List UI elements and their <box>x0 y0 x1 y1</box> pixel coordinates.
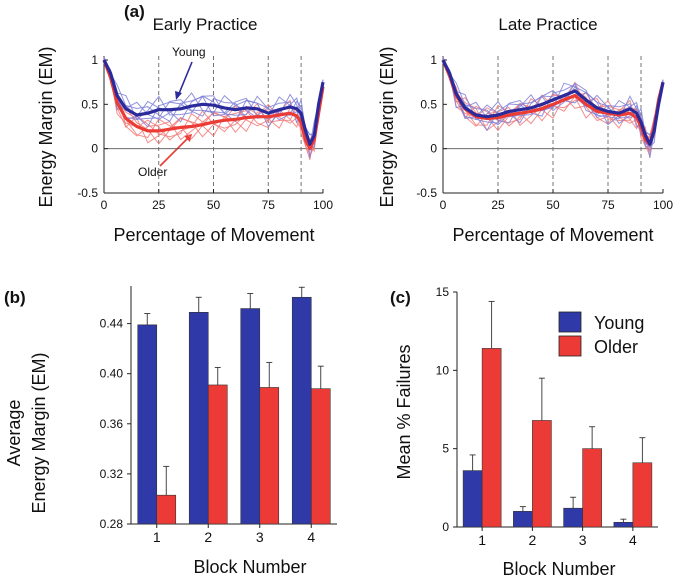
early-ytick-label: -0.5 <box>77 186 98 200</box>
late-young-mean-line <box>441 59 665 146</box>
early-ytick-label: 1 <box>91 53 98 67</box>
late-ytick-label: 0 <box>430 142 437 156</box>
avg_em-bar-young-1 <box>137 324 158 525</box>
panel-c-label: (c) <box>390 288 411 307</box>
failures-xtick-label: 4 <box>629 532 637 548</box>
early-xtick-label: 100 <box>313 198 333 212</box>
late-practice-chart: Late Practice Percentage of Movement Ene… <box>377 15 673 245</box>
early-xtick-label: 75 <box>262 198 276 212</box>
late-y-axis-label: Energy Margin (EM) <box>377 46 397 207</box>
early-young-arrow <box>177 61 193 97</box>
avg-em-x-axis-label: Block Number <box>193 557 306 577</box>
failures-xtick-label: 1 <box>478 532 486 548</box>
failures-ytick-label: 10 <box>436 363 450 377</box>
early-older-mean-line <box>102 59 325 151</box>
early-young-mean-line <box>102 59 325 146</box>
failures-bar-older-3 <box>582 448 602 528</box>
failures-bar-young-2 <box>513 511 533 528</box>
avg_em-ytick-label: 0.32 <box>100 467 124 481</box>
avg_em-ytick-label: 0.40 <box>100 367 124 381</box>
late-x-axis-label: Percentage of Movement <box>452 225 653 245</box>
legend-young-label: Young <box>594 313 644 333</box>
avg_em-bar-older-3 <box>259 387 280 525</box>
failures-xtick-label: 3 <box>579 532 587 548</box>
late-xtick-label: 50 <box>546 198 560 212</box>
avg_em-ytick-label: 0.36 <box>100 417 124 431</box>
early-y-axis-label: Energy Margin (EM) <box>36 46 56 207</box>
failures-x-axis-label: Block Number <box>502 559 615 579</box>
late-ytick-label: -0.5 <box>416 186 437 200</box>
failures-ytick-label: 0 <box>442 520 449 534</box>
early-practice-chart: Early Practice Percentage of Movement En… <box>36 15 333 245</box>
late-practice-title: Late Practice <box>498 15 597 34</box>
early-ytick-label: 0 <box>91 142 98 156</box>
avg-em-y-axis-label-line1: Average <box>4 400 24 467</box>
panel-b-label: (b) <box>4 288 26 307</box>
failures-bar-older-2 <box>532 420 552 528</box>
avg_em-ytick-label: 0.44 <box>100 317 124 331</box>
avg_em-bar-young-2 <box>188 312 209 525</box>
legend-older-swatch <box>558 335 582 357</box>
early-xtick-label: 50 <box>207 198 221 212</box>
failures-ytick-label: 15 <box>436 285 450 299</box>
avg-em-y-axis-label-line2: Energy Margin (EM) <box>29 352 49 513</box>
early-young-arrowhead <box>175 91 182 100</box>
failures-y-axis-label: Mean % Failures <box>394 344 414 479</box>
early-xtick-label: 25 <box>152 198 166 212</box>
late-ytick-label: 0.5 <box>420 97 437 111</box>
early-older-arrow <box>159 137 189 167</box>
avg_em-bar-older-1 <box>156 494 177 525</box>
early-xtick-label: 0 <box>101 198 108 212</box>
late-xtick-label: 0 <box>440 198 447 212</box>
avg_em-xtick-label: 1 <box>153 529 161 545</box>
failures-xtick-label: 2 <box>528 532 536 548</box>
avg_em-xtick-label: 3 <box>256 529 264 545</box>
late-ytick-label: 1 <box>430 53 437 67</box>
mean-failures-chart: Block Number Mean % Failures Young Older… <box>394 285 658 579</box>
early-older-arrowhead <box>184 134 192 142</box>
avg_em-xtick-label: 4 <box>307 529 315 545</box>
late-xtick-label: 25 <box>491 198 505 212</box>
failures-bar-young-1 <box>462 470 483 528</box>
legend-older-label: Older <box>594 337 638 357</box>
avg_em-xtick-label: 2 <box>204 529 212 545</box>
early-practice-title: Early Practice <box>153 15 258 34</box>
late-older-subject-line <box>442 58 664 152</box>
avg_em-bar-older-2 <box>207 384 228 525</box>
early-ytick-label: 0.5 <box>81 97 98 111</box>
failures-bar-young-3 <box>563 507 583 528</box>
failures-bar-young-4 <box>613 521 634 528</box>
avg_em-ytick-label: 0.28 <box>100 517 124 531</box>
late-xtick-label: 100 <box>653 198 673 212</box>
early-older-annotation: Older <box>138 165 167 179</box>
failures-bar-older-4 <box>632 462 653 528</box>
avg_em-bar-older-4 <box>310 388 331 525</box>
legend-young-swatch <box>558 311 582 333</box>
late-xtick-label: 75 <box>601 198 615 212</box>
panel-a-label: (a) <box>124 2 145 21</box>
avg_em-bar-young-3 <box>240 308 261 525</box>
late-older-mean-line <box>441 59 665 146</box>
early-x-axis-label: Percentage of Movement <box>113 225 314 245</box>
early-young-annotation: Young <box>172 45 206 59</box>
average-energy-margin-chart: Block Number Average Energy Margin (EM) … <box>4 286 337 577</box>
failures-ytick-label: 5 <box>442 442 449 456</box>
avg_em-bar-young-4 <box>291 296 312 525</box>
failures-bar-older-1 <box>481 348 502 528</box>
